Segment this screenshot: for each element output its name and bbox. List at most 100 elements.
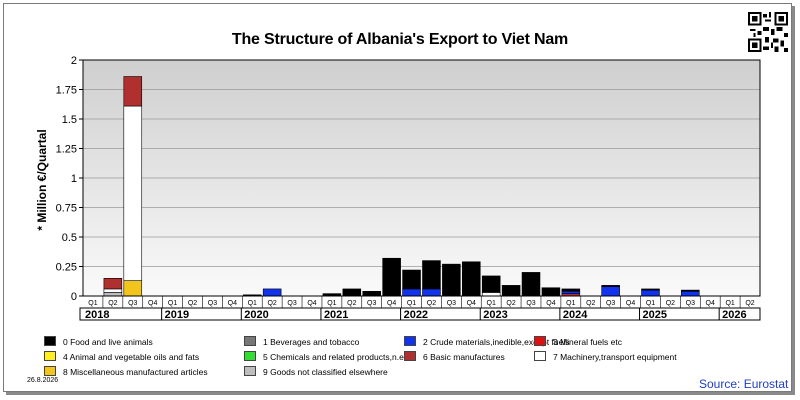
quarter-tick-label: Q1 (327, 300, 336, 307)
bar-segment (481, 292, 501, 297)
bar-segment (402, 288, 421, 297)
bar-segment (442, 263, 461, 297)
legend-swatch (534, 351, 546, 361)
quarter-tick-label: Q4 (228, 300, 237, 307)
quarter-tick-label: Q4 (467, 300, 476, 307)
bar-segment (481, 275, 501, 293)
bar-segment (601, 286, 620, 297)
qr-code (748, 12, 788, 52)
y-tick-label: 1.5 (62, 114, 77, 126)
legend-swatch (404, 336, 416, 346)
y-tick-label: 1.75 (56, 85, 77, 97)
bar-segment (541, 287, 561, 297)
quarter-tick-label: Q2 (188, 300, 197, 307)
legend-label: 5 Chemicals and related products,n.e.s. (263, 352, 413, 362)
quarter-tick-label: Q3 (606, 300, 615, 307)
legend-swatch (404, 351, 416, 361)
bar-segment (501, 285, 521, 297)
y-tick-label: 0 (71, 291, 77, 303)
y-tick-label: 1 (71, 173, 77, 185)
bar-segment (561, 290, 581, 294)
quarter-tick-label: Q1 (646, 300, 655, 307)
quarter-tick-label: Q4 (307, 300, 316, 307)
year-label: 2025 (643, 309, 667, 321)
legend-swatch (44, 366, 56, 376)
quarter-tick-label: Q1 (566, 300, 575, 307)
legend-label: 0 Food and live animals (63, 337, 153, 347)
chart-title: The Structure of Albania's Export to Vie… (231, 31, 569, 48)
quarter-tick-label: Q1 (487, 300, 496, 307)
quarter-tick-label: Q3 (686, 300, 695, 307)
year-label: 2024 (563, 309, 588, 321)
quarter-tick-label: Q2 (666, 300, 675, 307)
quarter-tick-label: Q1 (88, 300, 97, 307)
quarter-tick-label: Q2 (586, 300, 595, 307)
bar-segment (342, 288, 362, 297)
legend-swatch (244, 336, 256, 346)
quarter-tick-label: Q4 (626, 300, 635, 307)
bar-segment (362, 290, 381, 297)
year-label: 2020 (244, 309, 268, 321)
bar-segment (103, 292, 123, 297)
y-tick-label: 0.75 (56, 203, 77, 215)
quarter-tick-label: Q3 (447, 300, 456, 307)
quarter-tick-label: Q3 (128, 300, 137, 307)
quarter-tick-label: Q3 (526, 300, 535, 307)
quarter-tick-label: Q3 (367, 300, 376, 307)
year-label: 2019 (165, 309, 189, 321)
legend-label: 2 Crude materials,inedible,except fuels (423, 337, 570, 347)
quarter-tick-label: Q1 (725, 300, 734, 307)
bar-segment (123, 105, 143, 281)
bar-segment (681, 289, 700, 292)
year-row-box (79, 307, 761, 321)
y-tick-label: 0.25 (56, 262, 77, 274)
bar-segment (521, 272, 541, 297)
legend-label: 6 Basic manufactures (423, 352, 505, 362)
bar-segment (641, 289, 660, 297)
quarter-tick-label: Q2 (745, 300, 754, 307)
quarter-tick-label: Q3 (208, 300, 217, 307)
bar-segment (103, 277, 123, 290)
legend-label: 8 Miscellaneous manufactured articles (63, 367, 208, 377)
bar-segment (561, 288, 581, 292)
legend-label: 3 Mineral fuels etc (553, 337, 622, 347)
bar-segment (402, 269, 421, 290)
quarter-tick-label: Q4 (706, 300, 715, 307)
bar-segment (262, 288, 282, 297)
quarter-tick-label: Q1 (168, 300, 177, 307)
quarter-tick-label: Q2 (506, 300, 515, 307)
year-label: 2026 (722, 309, 746, 321)
bar-segment (123, 76, 143, 107)
year-label: 2023 (483, 309, 507, 321)
legend-label: 1 Beverages and tobacco (263, 337, 360, 347)
legend-swatch (44, 336, 56, 346)
source-credit: Source: Eurostat (699, 377, 789, 391)
y-tick-label: 2 (71, 55, 77, 67)
quarter-tick-label: Q4 (387, 300, 396, 307)
legend-label: 9 Goods not classified elsewhere (263, 367, 388, 377)
quarter-tick-label: Q4 (546, 300, 555, 307)
quarter-tick-label: Q3 (287, 300, 296, 307)
quarter-tick-label: Q2 (267, 300, 276, 307)
quarter-tick-label: Q4 (148, 300, 157, 307)
year-label: 2021 (324, 309, 348, 321)
bar-segment (641, 288, 660, 291)
legend-label: 7 Machinery,transport equipment (553, 352, 677, 362)
bar-segment (681, 290, 700, 297)
legend-swatch (44, 351, 56, 361)
legend-label: 4 Animal and vegetable oils and fats (63, 352, 200, 362)
legend-swatch (244, 366, 256, 376)
bar-segment (422, 260, 441, 290)
quarter-tick-label: Q1 (407, 300, 416, 307)
bar-segment (601, 285, 620, 287)
bar-segment (422, 288, 441, 297)
year-label: 2018 (85, 309, 109, 321)
y-tick-label: 1.25 (56, 144, 77, 156)
bar-segment (382, 257, 401, 297)
bar-segment (462, 261, 481, 297)
quarter-tick-label: Q1 (248, 300, 257, 307)
year-label: 2022 (404, 309, 428, 321)
y-tick-label: 0.5 (62, 232, 77, 244)
quarter-tick-label: Q2 (427, 300, 436, 307)
